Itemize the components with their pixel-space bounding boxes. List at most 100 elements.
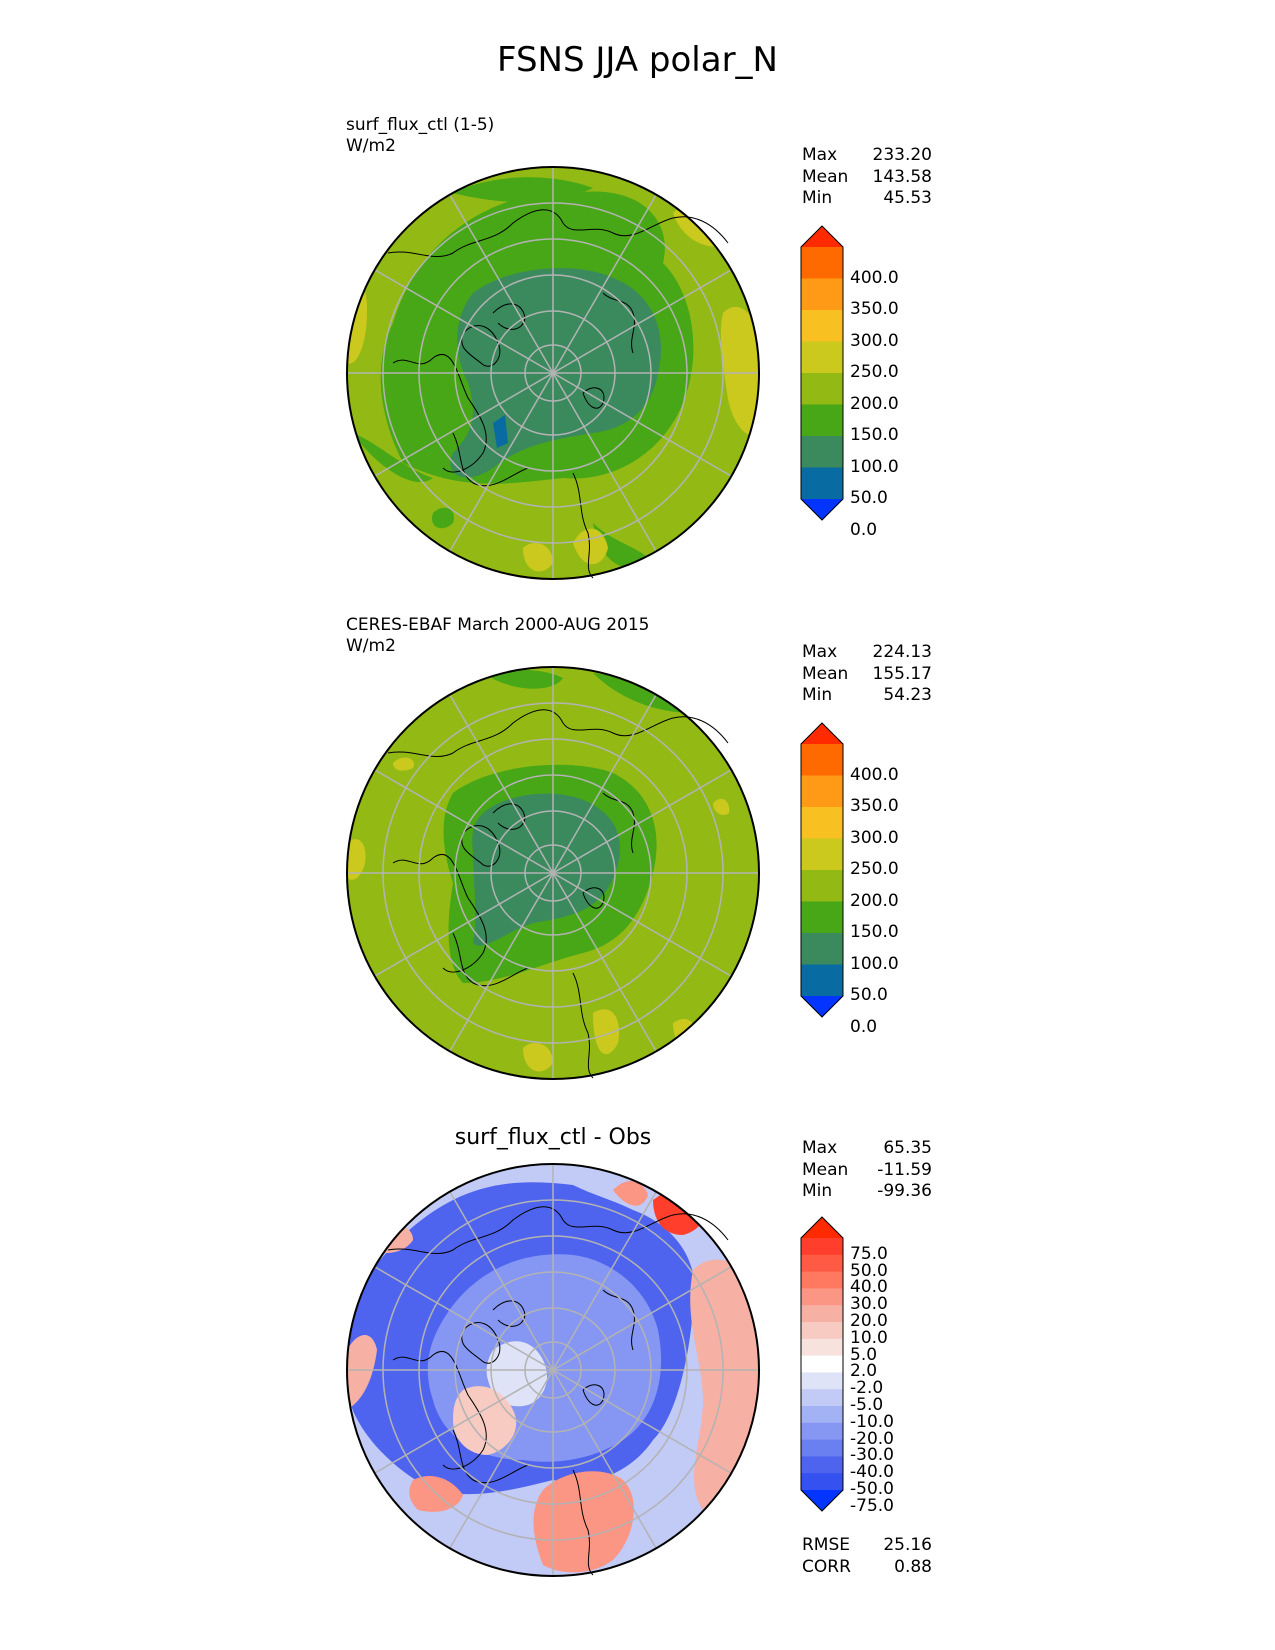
colorbar-extend-max <box>801 226 843 247</box>
colorbar-tick-label: 250.0 <box>850 859 899 879</box>
colorbar-swatch <box>801 964 843 997</box>
colorbar-tick-label: -40.0 <box>850 1462 894 1483</box>
colorbar-tick-label: 0.0 <box>850 1016 878 1037</box>
map-region-50-100 <box>493 415 508 448</box>
colorbar-tick-label: -10.0 <box>850 1411 894 1432</box>
panel-2-variable: CERES-EBAF March 2000-AUG 2015 <box>346 615 650 635</box>
colorbar-tick-label: 40.0 <box>850 1277 888 1298</box>
panel-2-graticule <box>347 667 759 1079</box>
panel-1-map <box>346 166 760 580</box>
colorbar-tick-label: 400.0 <box>850 267 899 288</box>
panel-1-min-label: Min <box>802 188 833 208</box>
colorbar-swatch <box>801 1288 843 1306</box>
panel-2-stats: Max 224.13 Mean 155.17 Min 54.23 <box>802 642 932 707</box>
colorbar-swatch <box>801 247 843 279</box>
colorbar-tick-label: 30.0 <box>850 1294 888 1315</box>
panel-1-variable: surf_flux_ctl (1-5) <box>346 115 495 135</box>
colorbar-tick-label: 300.0 <box>850 330 899 351</box>
colorbar-swatch <box>801 775 843 808</box>
panel-2-units: W/m2 <box>346 636 396 656</box>
colorbar-swatch <box>801 341 843 374</box>
colorbar-tick-label: -30.0 <box>850 1445 894 1466</box>
panel-2-min-label: Min <box>802 685 833 705</box>
colorbar-swatch <box>801 310 843 342</box>
colorbar-tick-label: 50.0 <box>850 488 888 508</box>
colorbar-tick-label: 200.0 <box>850 890 899 911</box>
panel-1-boundary <box>346 166 760 580</box>
colorbar-swatch <box>801 1238 843 1256</box>
colorbar-swatch <box>801 1338 843 1357</box>
colorbar-tick-label: 100.0 <box>850 456 899 477</box>
panel-3-mean-value: -11.59 <box>877 1159 932 1180</box>
colorbar-swatch <box>801 1254 843 1273</box>
panel-1-min-value: 45.53 <box>883 188 932 208</box>
colorbar-extend-min <box>801 499 843 520</box>
panel-3-boundary <box>346 1163 760 1577</box>
colorbar-tick-label: 150.0 <box>850 922 899 942</box>
panel-3-colorbar: 75.0 50.0 40.0 30.0 20.0 10.0 5.0 2.0 -2.0 -5.0 -1… <box>800 1216 920 1516</box>
colorbar-tick-label: -75.0 <box>850 1495 894 1516</box>
colorbar-swatch <box>801 1372 843 1390</box>
colorbar-tick-label: 5.0 <box>850 1344 878 1365</box>
colorbar-swatch <box>801 1406 843 1424</box>
colorbar-outline <box>800 1216 844 1512</box>
colorbar-swatch <box>801 1322 843 1340</box>
colorbar-swatch <box>801 870 843 902</box>
colorbar-swatch <box>801 838 843 871</box>
rmse-value: 25.16 <box>883 1535 932 1555</box>
colorbar-swatch <box>801 1456 843 1474</box>
colorbar-tick-label: 400.0 <box>850 764 899 785</box>
panel-1-coastlines <box>387 209 729 579</box>
colorbar-tick-label: 300.0 <box>850 827 899 848</box>
colorbar-tick-label: -50.0 <box>850 1479 894 1499</box>
panel-2-colorbar: 400.0 350.0 300.0 250.0 200.0 150.0 100.0 50.0 0… <box>800 722 920 1037</box>
colorbar-tick-label: 200.0 <box>850 393 899 414</box>
colorbar-tick-label: 50.0 <box>850 1260 888 1281</box>
panel-2-mean-label: Mean <box>802 663 849 684</box>
colorbar-swatches <box>800 722 844 1018</box>
panel-3-metrics: RMSE 25.16 CORR 0.88 <box>802 1535 932 1578</box>
colorbar-tick-label: 0.0 <box>850 519 878 540</box>
colorbar-tick-label: 250.0 <box>850 362 899 382</box>
colorbar-swatch <box>801 373 843 405</box>
colorbar-swatch <box>801 1305 843 1323</box>
panel-2-caption: CERES-EBAF March 2000-AUG 2015 W/m2 <box>346 615 649 657</box>
colorbar-swatches <box>800 1216 844 1512</box>
colorbar-swatch <box>801 1473 843 1491</box>
panel-3-max-label: Max <box>802 1138 838 1158</box>
colorbar-tick-label: 350.0 <box>850 299 899 319</box>
colorbar-tick-label: -20.0 <box>850 1428 894 1449</box>
colorbar-swatch <box>801 1271 843 1289</box>
colorbar-tick-label: 100.0 <box>850 953 899 974</box>
colorbar-extend-max <box>801 723 843 744</box>
panel-2-mean-value: 155.17 <box>872 663 932 684</box>
colorbar-tick-label: 2.0 <box>850 1361 878 1382</box>
colorbar-swatch <box>801 1422 843 1441</box>
colorbar-swatch <box>801 1389 843 1407</box>
panel-2-boundary <box>346 666 760 1080</box>
panel-3-title: surf_flux_ctl - Obs <box>454 1125 652 1150</box>
colorbar-tick-label: -2.0 <box>850 1378 884 1399</box>
corr-label: CORR <box>802 1556 851 1577</box>
colorbar-swatch <box>801 404 843 437</box>
map-region-positive-20 <box>347 1335 377 1410</box>
panel-1-mean-label: Mean <box>802 166 849 187</box>
panel-3-coastlines <box>387 1206 729 1576</box>
figure-title: FSNS JJA polar_N <box>497 40 778 80</box>
colorbar-swatch <box>801 1355 843 1373</box>
colorbar-extend-min <box>801 1490 843 1511</box>
panel-3-mean-label: Mean <box>802 1159 849 1180</box>
panel-1-mean-value: 143.58 <box>872 166 932 187</box>
colorbar-tick-label: 50.0 <box>850 985 888 1005</box>
panel-3-map <box>346 1163 760 1577</box>
colorbar-swatch <box>801 467 843 500</box>
colorbar-tick-label: 75.0 <box>850 1243 888 1264</box>
panel-2-map <box>346 666 760 1080</box>
panel-1-colorbar: 400.0 350.0 300.0 250.0 200.0 150.0 100.0 50.0 0… <box>800 225 920 540</box>
colorbar-outline <box>800 225 844 521</box>
panel-2-max-value: 224.13 <box>872 642 932 662</box>
panel-3-min-value: -99.36 <box>877 1181 932 1201</box>
panel-1-caption: surf_flux_ctl (1-5) W/m2 <box>346 115 494 157</box>
colorbar-extend-max <box>801 1217 843 1238</box>
colorbar-swatches <box>800 225 844 521</box>
